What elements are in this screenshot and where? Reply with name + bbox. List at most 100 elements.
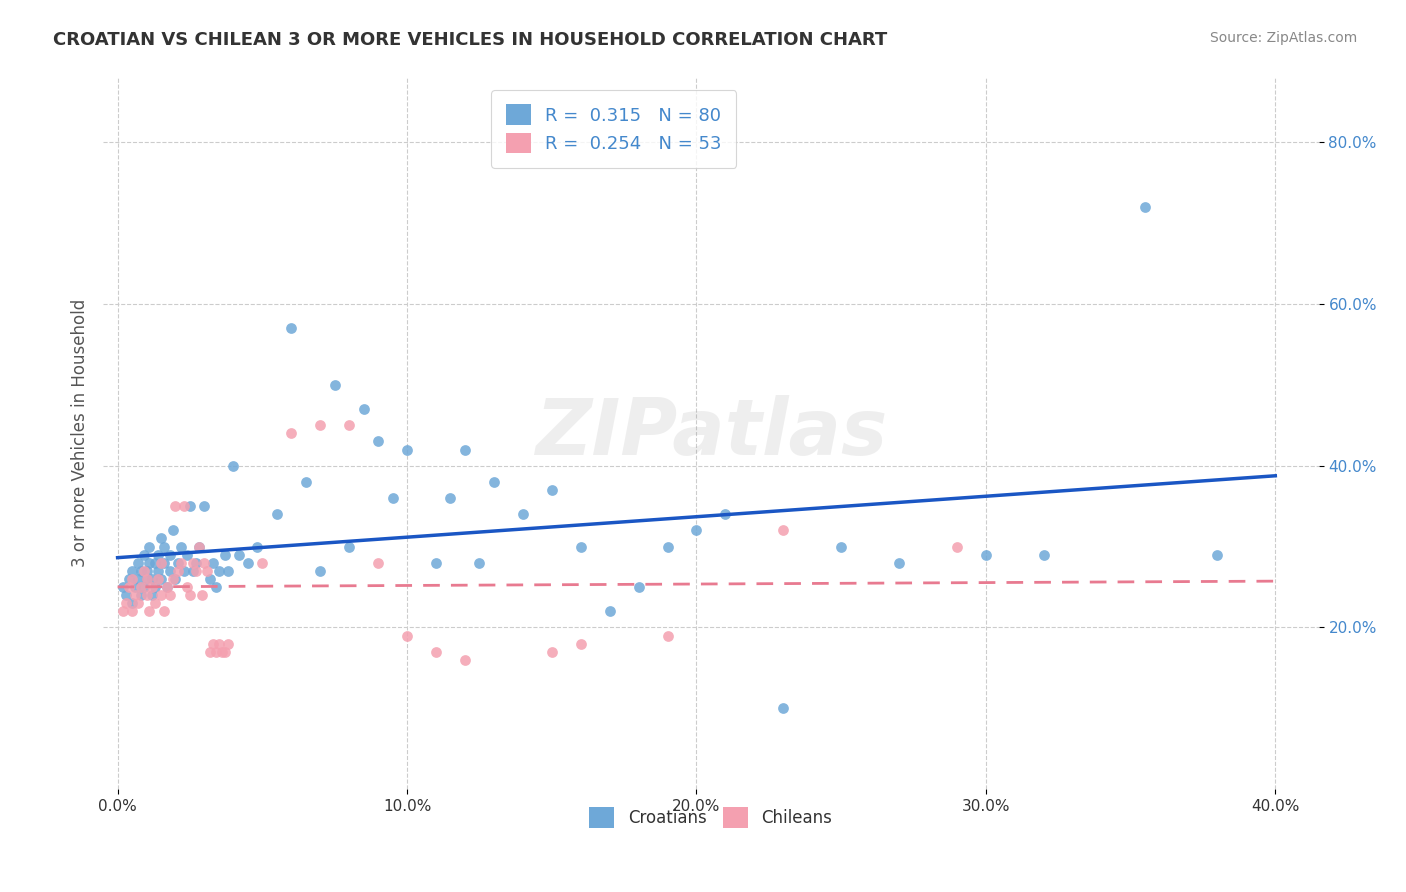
Point	[1206, 548, 1229, 562]
Point	[395, 628, 418, 642]
Point	[187, 540, 209, 554]
Point	[156, 580, 179, 594]
Point	[165, 499, 187, 513]
Point	[150, 588, 173, 602]
Point	[146, 564, 169, 578]
Point	[127, 556, 149, 570]
Point	[309, 418, 332, 433]
Point	[159, 564, 181, 578]
Point	[127, 572, 149, 586]
Point	[146, 572, 169, 586]
Point	[208, 564, 231, 578]
Point	[115, 596, 138, 610]
Point	[425, 645, 447, 659]
Point	[138, 556, 160, 570]
Text: ZIPatlas: ZIPatlas	[534, 395, 887, 471]
Point	[569, 637, 592, 651]
Point	[173, 499, 195, 513]
Point	[170, 556, 193, 570]
Point	[454, 442, 477, 457]
Point	[135, 588, 157, 602]
Point	[714, 507, 737, 521]
Point	[176, 548, 198, 562]
Point	[143, 596, 166, 610]
Point	[512, 507, 534, 521]
Point	[887, 556, 910, 570]
Point	[153, 556, 176, 570]
Point	[830, 540, 852, 554]
Point	[395, 442, 418, 457]
Point	[173, 564, 195, 578]
Point	[367, 434, 389, 449]
Point	[202, 556, 225, 570]
Point	[132, 548, 155, 562]
Point	[599, 604, 621, 618]
Point	[454, 653, 477, 667]
Point	[165, 572, 187, 586]
Point	[118, 580, 141, 594]
Point	[179, 588, 201, 602]
Point	[184, 564, 207, 578]
Legend: Croatians, Chileans: Croatians, Chileans	[582, 801, 839, 834]
Text: Source: ZipAtlas.com: Source: ZipAtlas.com	[1209, 31, 1357, 45]
Point	[176, 580, 198, 594]
Point	[138, 540, 160, 554]
Point	[159, 548, 181, 562]
Point	[425, 556, 447, 570]
Point	[115, 588, 138, 602]
Point	[118, 572, 141, 586]
Point	[367, 556, 389, 570]
Point	[129, 580, 152, 594]
Point	[195, 564, 218, 578]
Point	[141, 588, 163, 602]
Point	[540, 645, 562, 659]
Point	[159, 588, 181, 602]
Point	[381, 491, 404, 505]
Point	[353, 402, 375, 417]
Point	[1133, 200, 1156, 214]
Point	[202, 637, 225, 651]
Point	[245, 540, 267, 554]
Point	[657, 540, 679, 554]
Point	[124, 580, 146, 594]
Point	[112, 604, 135, 618]
Point	[685, 524, 707, 538]
Point	[323, 377, 346, 392]
Point	[153, 540, 176, 554]
Point	[211, 645, 233, 659]
Point	[135, 564, 157, 578]
Point	[156, 580, 179, 594]
Point	[214, 548, 236, 562]
Point	[129, 588, 152, 602]
Point	[141, 580, 163, 594]
Text: CROATIAN VS CHILEAN 3 OR MORE VEHICLES IN HOUSEHOLD CORRELATION CHART: CROATIAN VS CHILEAN 3 OR MORE VEHICLES I…	[53, 31, 887, 49]
Point	[1032, 548, 1054, 562]
Point	[146, 548, 169, 562]
Point	[337, 418, 360, 433]
Point	[143, 556, 166, 570]
Point	[141, 572, 163, 586]
Point	[266, 507, 288, 521]
Point	[222, 458, 245, 473]
Point	[236, 556, 259, 570]
Point	[772, 701, 794, 715]
Point	[121, 596, 143, 610]
Point	[129, 564, 152, 578]
Point	[208, 637, 231, 651]
Point	[217, 564, 239, 578]
Point	[205, 645, 228, 659]
Point	[167, 564, 190, 578]
Point	[540, 483, 562, 497]
Point	[946, 540, 969, 554]
Point	[127, 596, 149, 610]
Point	[280, 321, 302, 335]
Point	[228, 548, 250, 562]
Point	[121, 572, 143, 586]
Point	[162, 524, 184, 538]
Point	[217, 637, 239, 651]
Point	[150, 572, 173, 586]
Point	[252, 556, 274, 570]
Point	[121, 604, 143, 618]
Point	[143, 580, 166, 594]
Point	[294, 475, 316, 489]
